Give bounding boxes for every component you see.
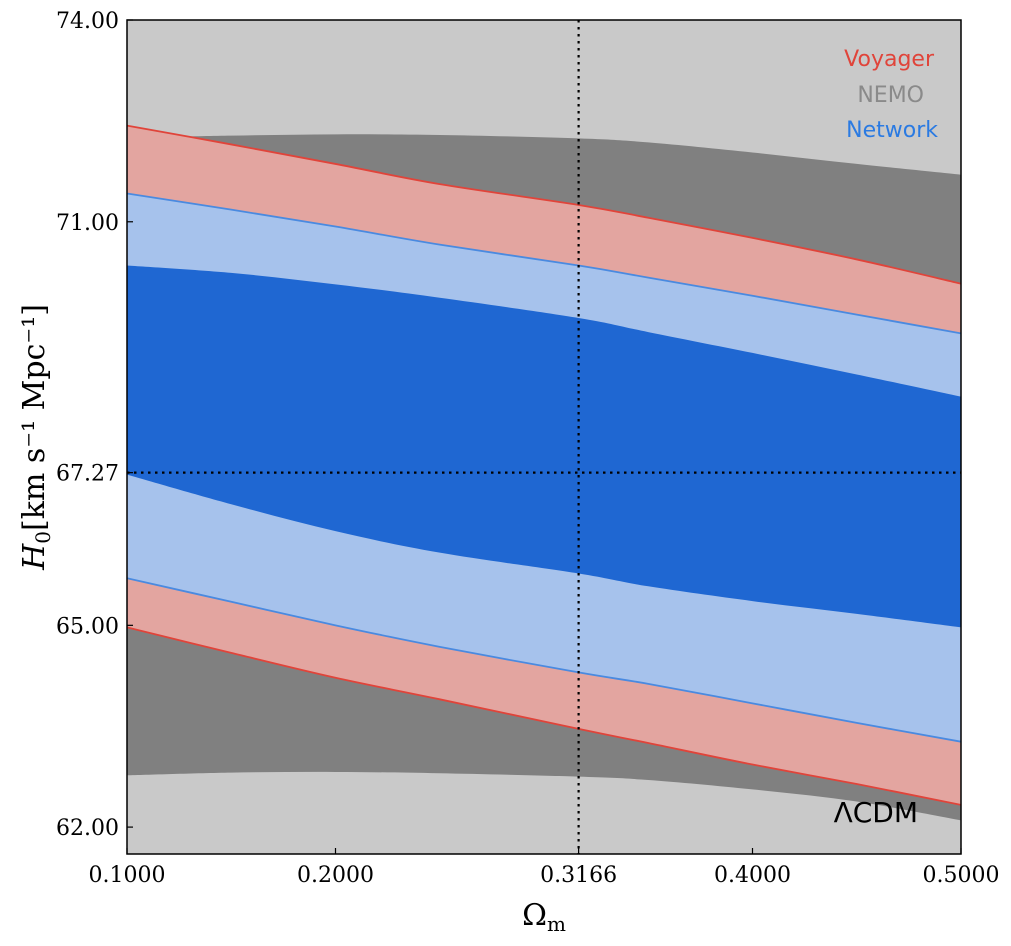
y-axis-ticks: 62.00 65.00 67.27 71.00 74.00	[56, 9, 133, 841]
reference-lines	[127, 20, 961, 854]
x-tick-label: 0.5000	[923, 863, 1000, 888]
y-tick-label: 65.00	[56, 614, 119, 639]
edge-voyager-upper	[127, 124, 961, 285]
x-axis-label: Ωm	[522, 898, 566, 936]
x-axis-ticks: 0.1000 0.2000 0.3166 0.4000 0.5000	[89, 848, 1000, 888]
y-tick-label: 71.00	[56, 211, 119, 236]
x-tick-label: 0.1000	[89, 863, 166, 888]
x-tick-label: 0.2000	[297, 863, 374, 888]
x-tick-label: 0.3166	[540, 863, 617, 888]
band-edges	[127, 124, 961, 806]
confidence-bands	[127, 20, 961, 854]
lcdm-annotation: ΛCDM	[834, 796, 918, 829]
legend-entry-network: Network	[846, 118, 938, 143]
band-network-core	[127, 265, 961, 628]
y-axis-label: H0[km s⁻¹ Mpc⁻¹]	[17, 304, 55, 571]
y-tick-label: 62.00	[56, 816, 119, 841]
legend-entry-voyager: Voyager	[844, 47, 935, 72]
y-tick-label: 67.27	[56, 462, 119, 487]
plot-frame	[126, 19, 962, 855]
edge-network-lower	[127, 577, 961, 743]
legend: Voyager NEMO Network	[844, 47, 938, 143]
edge-voyager-lower	[127, 626, 961, 806]
y-tick-label: 74.00	[56, 9, 119, 34]
x-tick-label: 0.4000	[714, 863, 791, 888]
legend-entry-nemo: NEMO	[857, 83, 924, 108]
edge-network-upper	[127, 192, 961, 335]
